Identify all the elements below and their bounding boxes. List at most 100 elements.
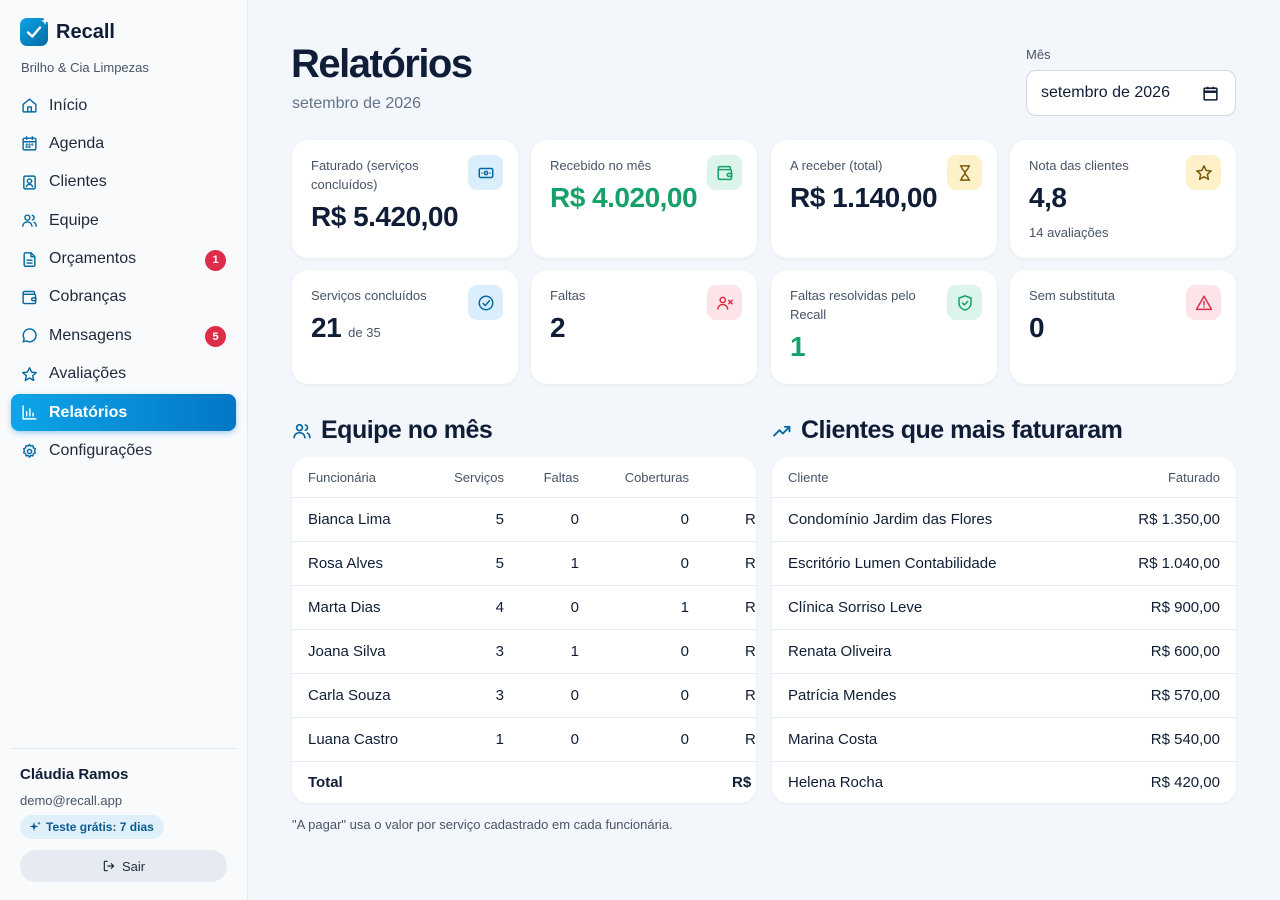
nav-item-cobrancas[interactable]: Cobranças: [11, 279, 236, 316]
table-row: Helena Rocha R$ 420,00: [772, 761, 1236, 803]
nav-item-label: Equipe: [49, 211, 99, 229]
cell-client: Marina Costa: [788, 731, 878, 748]
stat-value: 21 de 35: [311, 312, 381, 344]
section-title-label: Clientes que mais faturaram: [801, 416, 1123, 444]
stat-label: A receber (total): [790, 158, 883, 173]
nav-item-equipe[interactable]: Equipe: [11, 202, 236, 239]
cell-client: Clínica Sorriso Leve: [788, 599, 923, 616]
nav-item-label: Início: [49, 96, 88, 114]
cell-coverages: 0: [680, 731, 689, 748]
notification-badge: 5: [205, 326, 226, 348]
check-circle-icon: [468, 285, 503, 320]
cell-billed: R$ 570,00: [1150, 687, 1220, 704]
clients-section-title: Clientes que mais faturaram: [772, 416, 1123, 445]
cell-absences: 0: [570, 731, 579, 748]
nav-item-agenda[interactable]: Agenda: [11, 125, 236, 162]
cell-coverages: 1: [680, 599, 689, 616]
stat-value: 1: [790, 331, 806, 362]
stat-label: Sem substituta: [1029, 288, 1115, 303]
stat-label: Serviços concluídos: [311, 288, 427, 303]
stat-label: Faltas: [550, 288, 586, 303]
cell-billed: R$ 1.350,00: [1138, 511, 1220, 528]
stat-card-rating: Nota das clientes 4,8 14 avaliações: [1010, 140, 1236, 258]
calendar-icon[interactable]: [1202, 85, 1219, 102]
cell-name: Bianca Lima: [308, 511, 391, 528]
nav-item-label: Relatórios: [49, 403, 128, 421]
stat-card-resolved: Faltas resolvidas pelo Recall 1: [771, 270, 997, 384]
cell-absences: 1: [570, 555, 579, 572]
nav-item-label: Orçamentos: [49, 250, 137, 268]
cell-client: Patrícia Mendes: [788, 687, 897, 704]
nav-item-configuracoes[interactable]: Configurações: [11, 433, 236, 470]
cell-billed: R$ 540,00: [1150, 731, 1220, 748]
total-pay: R$: [732, 774, 752, 791]
nav-item-label: Avaliações: [49, 365, 127, 383]
stat-card-completed: Serviços concluídos 21 de 35: [292, 270, 518, 384]
column-header-billed: Faturado: [1167, 469, 1220, 485]
stat-note: 14 avaliações: [1029, 225, 1109, 240]
users-icon: [293, 423, 311, 438]
logout-button[interactable]: Sair: [20, 850, 227, 882]
cell-name: Luana Castro: [308, 731, 399, 748]
page-title: Relatórios: [291, 42, 473, 86]
nav-item-orcamentos[interactable]: Orçamentos 1: [11, 241, 236, 278]
table-row: Patrícia Mendes R$ 570,00: [772, 673, 1236, 717]
nav-item-clientes[interactable]: Clientes: [11, 164, 236, 201]
nav-item-inicio[interactable]: Início: [11, 87, 236, 124]
notification-badge: 1: [205, 249, 226, 271]
cell-billed: R$ 600,00: [1150, 643, 1220, 660]
nav-item-avaliacoes[interactable]: Avaliações: [11, 356, 236, 393]
table-row: Clínica Sorriso Leve R$ 900,00: [772, 585, 1236, 629]
table-row: Marina Costa R$ 540,00: [772, 717, 1236, 761]
column-header-client: Cliente: [788, 469, 829, 485]
stat-card-received: Recebido no mês R$ 4.020,00: [531, 140, 757, 258]
column-header-coverages: Coberturas: [624, 469, 689, 485]
stat-value: R$ 1.140,00: [790, 182, 938, 213]
column-header-absences: Faltas: [543, 469, 579, 485]
cell-services: 1: [495, 731, 504, 748]
sidebar-divider: [11, 748, 236, 749]
star-icon: [1186, 155, 1221, 190]
wallet-icon: [22, 290, 37, 305]
clients-table: Cliente Faturado Condomínio Jardim das F…: [772, 457, 1236, 803]
stat-label: Recebido no mês: [550, 158, 652, 173]
month-picker-input[interactable]: setembro de 2026: [1026, 70, 1236, 116]
wallet-icon: [707, 155, 742, 190]
cell-billed: R$ 900,00: [1150, 599, 1220, 616]
cell-client: Helena Rocha: [788, 774, 884, 791]
cell-services: 3: [495, 643, 504, 660]
cell-client: Escritório Lumen Contabilidade: [788, 555, 997, 572]
stat-label: Faltas resolvidas pelo Recall: [790, 288, 916, 322]
section-title-label: Equipe no mês: [321, 416, 493, 444]
nav-item-label: Cobranças: [49, 288, 127, 306]
stat-card-absences: Faltas 2: [531, 270, 757, 384]
table-row: Renata Oliveira R$ 600,00: [772, 629, 1236, 673]
table-row: Condomínio Jardim das Flores R$ 1.350,00: [772, 497, 1236, 541]
cell-pay: R: [745, 731, 756, 748]
table-row: Carla Souza 3 0 0 R: [292, 673, 756, 717]
contact-icon: [23, 175, 36, 190]
page-subtitle: setembro de 2026: [292, 95, 421, 112]
document-icon: [23, 251, 36, 267]
sidebar: Recall Brilho & Cia Limpezas Início Agen…: [0, 0, 248, 900]
cell-coverages: 0: [680, 555, 689, 572]
cell-absences: 0: [570, 511, 579, 528]
stat-value: 2: [550, 312, 566, 343]
cell-absences: 0: [570, 599, 579, 616]
nav-item-relatorios[interactable]: Relatórios: [11, 394, 236, 432]
hourglass-icon: [947, 155, 982, 190]
total-label: Total: [308, 774, 343, 791]
table-row: Bianca Lima 5 0 0 R: [292, 497, 756, 541]
table-header: Cliente Faturado: [772, 457, 1236, 497]
cash-icon: [468, 155, 503, 190]
chat-icon: [22, 328, 37, 343]
table-row: Marta Dias 4 0 1 R: [292, 585, 756, 629]
brand[interactable]: Recall: [20, 17, 115, 46]
nav-item-label: Agenda: [49, 134, 105, 152]
brand-name: Recall: [56, 20, 115, 43]
nav-item-mensagens[interactable]: Mensagens 5: [11, 317, 236, 354]
calendar-icon: [22, 136, 37, 151]
cell-services: 4: [495, 599, 504, 616]
cell-absences: 0: [570, 687, 579, 704]
nav-item-label: Mensagens: [49, 326, 132, 344]
